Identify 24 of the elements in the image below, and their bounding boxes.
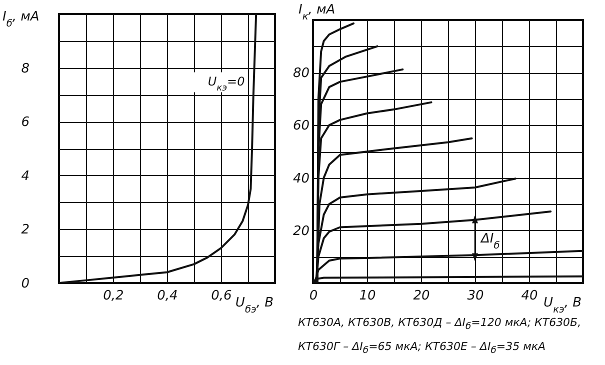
y-tick-label: 40 bbox=[292, 171, 310, 186]
y-tick-label: 20 bbox=[292, 224, 310, 239]
x-axis-title: U$_{бэ}$, В bbox=[235, 296, 274, 315]
x-tick-label: 0,6 bbox=[211, 288, 232, 304]
y-tick-label: 0 bbox=[21, 276, 30, 292]
x-tick-label: 10 bbox=[359, 288, 376, 304]
y-tick-label: 8 bbox=[21, 61, 30, 76]
y-axis-title: I$_{б}$, мА bbox=[2, 10, 40, 29]
x-tick-label: 40 bbox=[521, 288, 538, 304]
x-tick-label: 20 bbox=[413, 288, 430, 304]
x-tick-label: 0,4 bbox=[157, 288, 178, 304]
y-axis-title: I$_{к}$, мА bbox=[298, 2, 336, 22]
annotation: ΔI$_{б}$ bbox=[480, 231, 500, 251]
text: КТ630А, КТ630В, КТ630Д – ΔI$_{б}$=120 мкА; КТ630Б, bbox=[298, 316, 582, 332]
x-tick-label: 0,2 bbox=[103, 288, 124, 304]
text: КТ630Г – ΔI$_{б}$=65 мкА; КТ630Е – ΔI$_{б}$=35 мкА bbox=[298, 339, 547, 358]
y-tick-label: 4 bbox=[21, 168, 30, 184]
x-tick-label: 30 bbox=[467, 288, 484, 304]
annotation: U$_{кэ}$=0 bbox=[208, 74, 246, 94]
y-tick-label: 80 bbox=[292, 66, 310, 82]
x-axis-title: U$_{кэ}$, В bbox=[544, 296, 582, 315]
y-tick-label: 2 bbox=[21, 222, 30, 238]
y-tick-label: 60 bbox=[292, 118, 310, 134]
y-tick-label: 6 bbox=[21, 115, 30, 130]
